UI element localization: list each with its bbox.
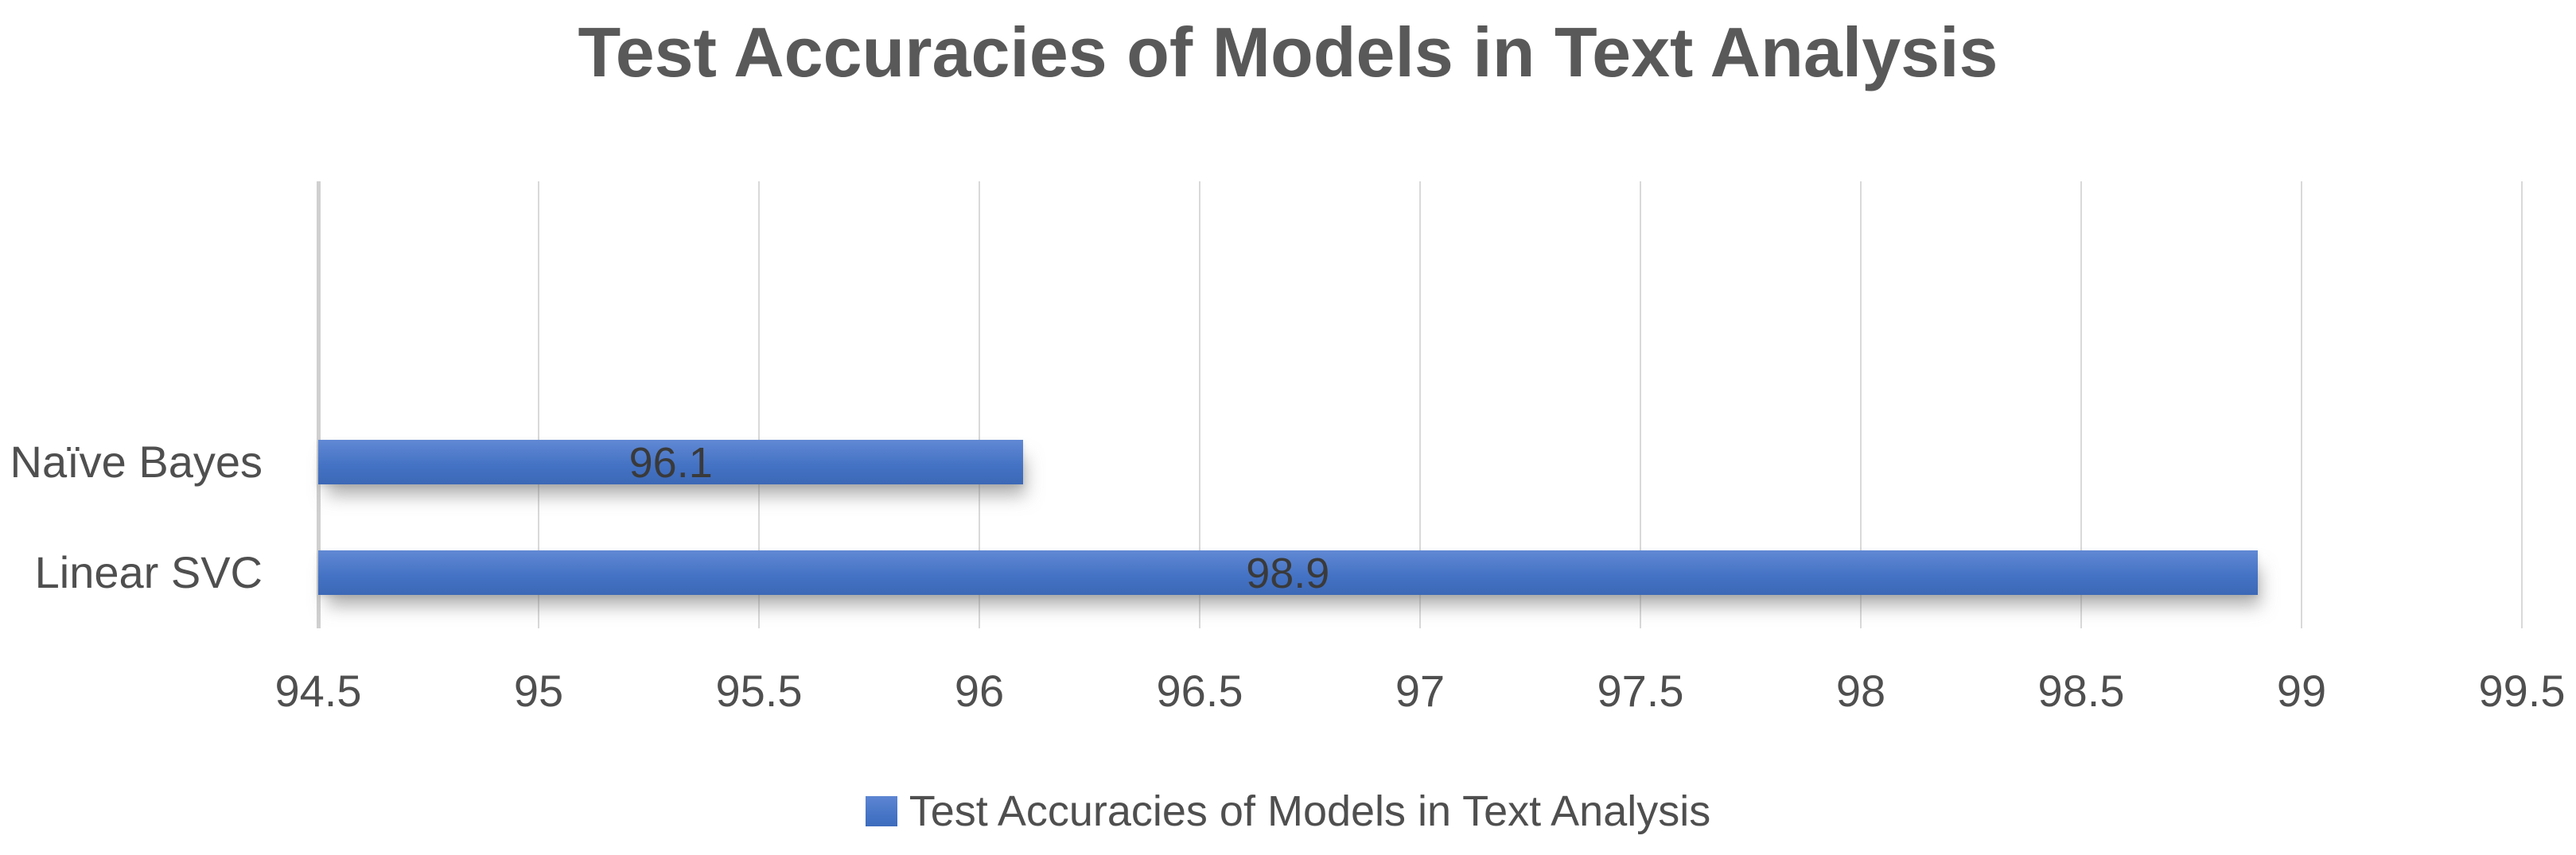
gridline <box>979 181 980 628</box>
value-axis-line <box>317 181 321 628</box>
x-tick-label: 96 <box>954 666 1005 716</box>
x-tick-label: 98 <box>1835 666 1886 716</box>
x-tick-label: 95 <box>513 666 564 716</box>
x-tick-label: 99 <box>2276 666 2327 716</box>
category-label-naive-bayes: Naïve Bayes <box>10 436 263 487</box>
x-tick-label: 99.5 <box>2478 666 2566 716</box>
gridline <box>2521 181 2523 628</box>
bar-linear-svc: 98.9 <box>318 550 2258 598</box>
legend-color-swatch <box>865 796 897 826</box>
gridline <box>538 181 539 628</box>
x-tick-label: 96.5 <box>1156 666 1243 716</box>
x-tick-label: 95.5 <box>715 666 803 716</box>
category-label-linear-svc: Linear SVC <box>34 547 263 598</box>
x-tick-label: 97 <box>1395 666 1446 716</box>
x-tick-label: 97.5 <box>1597 666 1684 716</box>
x-tick-label: 94.5 <box>274 666 362 716</box>
x-tick-label: 98.5 <box>2037 666 2125 716</box>
gridline <box>1860 181 1862 628</box>
legend: Test Accuracies of Models in Text Analys… <box>0 789 2576 834</box>
gridline <box>1640 181 1641 628</box>
legend-label: Test Accuracies of Models in Text Analys… <box>909 787 1711 835</box>
gridline <box>2080 181 2082 628</box>
gridline <box>1419 181 1421 628</box>
data-label-linear-svc: 98.9 <box>1246 550 1330 598</box>
data-label-naive-bayes: 96.1 <box>628 438 713 487</box>
gridline <box>758 181 760 628</box>
bar-naive-bayes: 96.1 <box>318 438 1024 487</box>
gridline <box>1199 181 1200 628</box>
plot-area: 96.1 98.9 <box>317 181 2523 628</box>
gridline <box>2301 181 2302 628</box>
chart-title: Test Accuracies of Models in Text Analys… <box>578 13 1998 91</box>
